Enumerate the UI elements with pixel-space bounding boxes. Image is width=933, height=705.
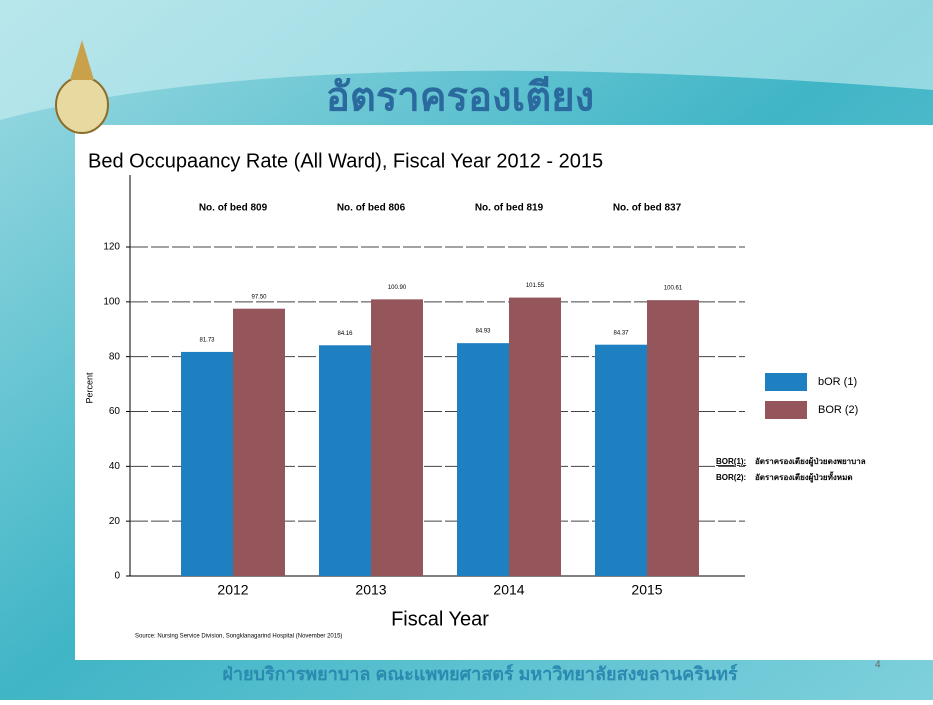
annotation: No. of bed 806	[337, 203, 406, 214]
bar	[181, 352, 233, 576]
value-label: 97.50	[251, 294, 267, 300]
bar	[509, 298, 561, 576]
note-text: อัตราครองเตียงผู้ป่วยตงพยาบาล	[755, 456, 866, 467]
bar	[319, 345, 371, 576]
bar	[233, 309, 285, 576]
y-tick-label: 40	[109, 461, 121, 472]
annotation: No. of bed 819	[475, 203, 544, 214]
y-axis-label: Percent	[84, 372, 94, 404]
bar	[371, 299, 423, 576]
y-tick-label: 80	[109, 351, 121, 362]
value-label: 101.55	[526, 283, 545, 289]
slide: อัตราครองเตียง Bed Occupaancy Rate (All …	[0, 0, 933, 700]
note-key: BOR(2):	[716, 473, 746, 482]
bar	[647, 300, 699, 576]
legend-swatch	[765, 373, 807, 391]
y-tick-label: 100	[103, 296, 120, 307]
x-tick-label: 2014	[493, 582, 524, 598]
legend-label: BOR (2)	[818, 404, 858, 416]
bar	[457, 343, 509, 576]
value-label: 84.16	[337, 331, 353, 337]
value-label: 84.93	[475, 329, 491, 335]
y-tick-label: 20	[109, 516, 121, 527]
source: Source: Nursing Service Division, Songkl…	[135, 634, 342, 640]
x-tick-label: 2013	[355, 582, 386, 598]
y-tick-label: 120	[103, 242, 120, 253]
note-key: BOR(1):	[716, 457, 746, 466]
annotation: No. of bed 837	[613, 203, 682, 214]
value-label: 81.73	[199, 338, 215, 344]
note-text: อัตราครองเตียงผู้ป่วยทั้งหมด	[755, 471, 853, 483]
legend-label: bOR (1)	[818, 376, 857, 388]
annotation: No. of bed 809	[199, 203, 268, 214]
legend-swatch	[765, 401, 807, 419]
chart-title: Bed Occupaancy Rate (All Ward), Fiscal Y…	[88, 150, 603, 172]
x-axis-label: Fiscal Year	[391, 608, 489, 630]
slide-title: อัตราครองเตียง	[326, 76, 594, 120]
footer: ฝ่ายบริการพยาบาล คณะแพทยศาสตร์ มหาวิทยาล…	[222, 663, 738, 684]
x-tick-label: 2015	[631, 582, 662, 598]
value-label: 100.61	[664, 286, 683, 292]
value-label: 84.37	[613, 330, 629, 336]
x-tick-label: 2012	[217, 582, 248, 598]
y-tick-label: 0	[114, 571, 120, 582]
bar	[595, 345, 647, 576]
page-number: 4	[875, 660, 881, 671]
value-label: 100.90	[388, 285, 407, 291]
y-tick-label: 60	[109, 406, 121, 417]
